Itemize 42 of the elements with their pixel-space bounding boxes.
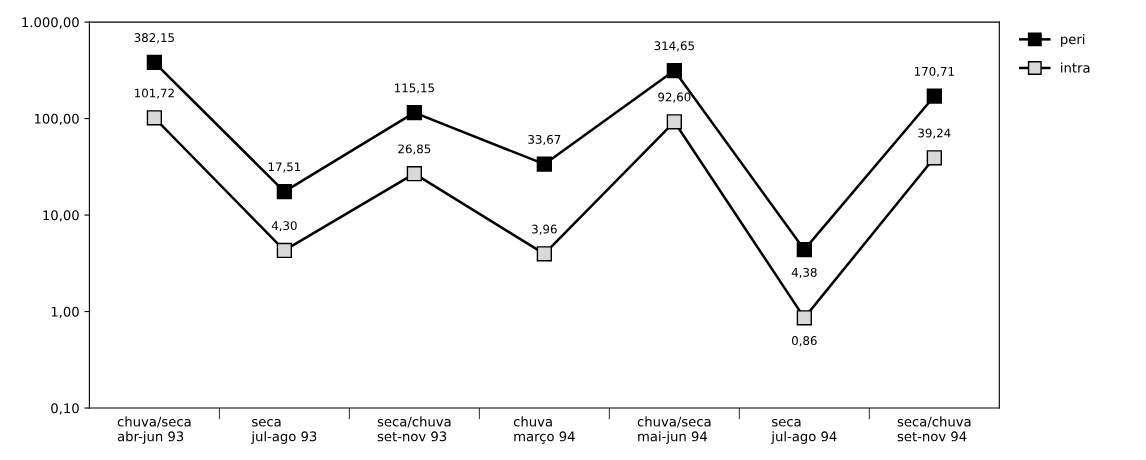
legend-label: peri <box>1061 33 1085 47</box>
data-label: 17,51 <box>268 162 301 173</box>
legend-label: intra <box>1061 62 1090 73</box>
point <box>796 310 812 326</box>
data-label: 4,38 <box>791 267 817 279</box>
point <box>406 166 423 182</box>
data-label: 26,85 <box>398 144 431 155</box>
point <box>276 242 293 259</box>
point <box>666 114 682 130</box>
data-label: 92,60 <box>658 92 691 103</box>
data-label: 101,72 <box>135 88 174 99</box>
point <box>146 54 163 71</box>
data-label: 4,30 <box>271 221 297 232</box>
x-tick-label: seca/chuva set-nov 94 <box>897 416 971 442</box>
data-label: 314,65 <box>654 41 694 52</box>
data-label: 170,71 <box>914 66 954 78</box>
point <box>276 183 293 200</box>
point <box>926 88 942 104</box>
point <box>666 62 682 79</box>
y-tick-label: 100,00 <box>34 113 79 126</box>
point <box>406 105 423 121</box>
x-tick-label: seca jul-ago 93 <box>251 418 317 444</box>
data-label: 33,67 <box>528 134 561 146</box>
point <box>926 150 942 166</box>
data-label: 3,96 <box>532 224 557 235</box>
data-label: 382,15 <box>134 33 175 44</box>
data-label: 39,24 <box>918 128 951 139</box>
data-label: 115,15 <box>395 83 434 94</box>
x-tick-label: chuva/seca abr-jun 93 <box>117 416 191 444</box>
y-tick-label: 0,10 <box>51 403 79 415</box>
data-label: 0,86 <box>791 336 817 347</box>
x-tick-label: chuva março 94 <box>513 416 575 444</box>
y-tick-label: 1.000,00 <box>22 17 79 29</box>
point <box>536 246 552 262</box>
x-tick-label: seca/chuva set-nov 93 <box>377 416 451 442</box>
y-tick-label: 10,00 <box>43 210 79 222</box>
x-tick-label: seca jul-ago 94 <box>771 418 837 444</box>
y-tick-label: 1,00 <box>51 306 79 319</box>
point <box>796 242 812 258</box>
point <box>146 110 163 126</box>
point <box>536 156 552 172</box>
x-tick-label: chuva/seca mai-jun 94 <box>637 416 711 444</box>
